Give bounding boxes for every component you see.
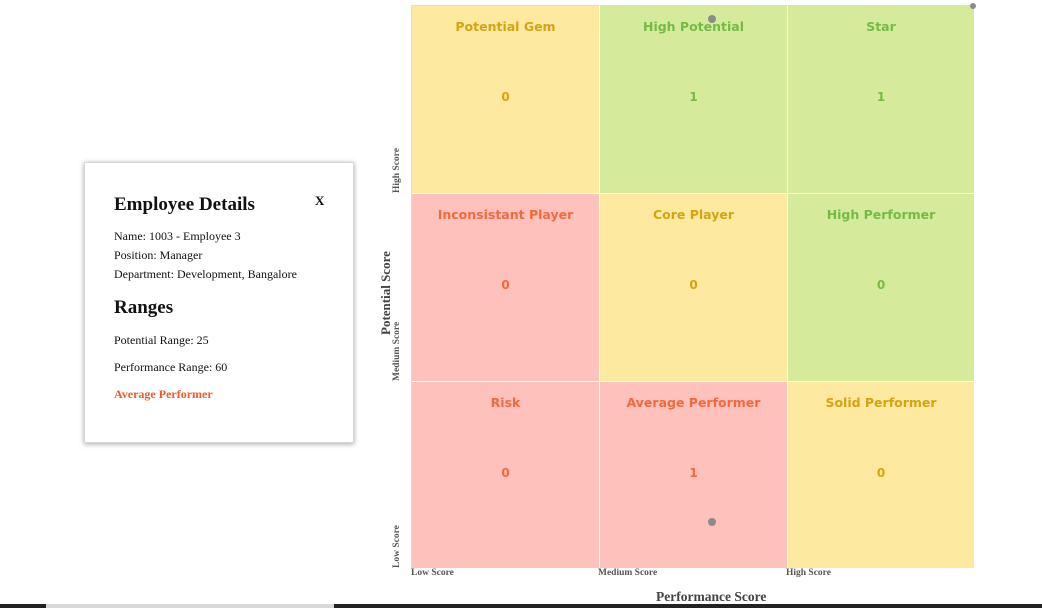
cell-count: 1 (689, 90, 698, 104)
cell-risk[interactable]: Risk 0 (412, 382, 600, 569)
cell-label: High Performer (826, 207, 936, 222)
employee-details-popup: X Employee Details Name: 1003 - Employee… (84, 162, 354, 443)
cell-average-performer[interactable]: Average Performer 1 (600, 382, 788, 569)
nine-box-grid: Potential Gem 0 High Potential 1 Star 1 … (411, 5, 975, 569)
cell-inconsistant-player[interactable]: Inconsistant Player 0 (412, 194, 600, 382)
cell-high-potential[interactable]: High Potential 1 (600, 6, 788, 194)
cell-count: 0 (501, 466, 510, 480)
cell-label: Solid Performer (825, 395, 937, 410)
cell-count: 1 (876, 90, 886, 104)
horizontal-scrollbar[interactable] (0, 604, 1042, 608)
cell-count: 0 (876, 466, 886, 480)
cell-star[interactable]: Star 1 (788, 6, 975, 194)
cell-high-performer[interactable]: High Performer 0 (788, 194, 975, 382)
cell-label: Potential Gem (455, 19, 556, 34)
cell-label: Inconsistant Player (437, 207, 574, 222)
cell-label: Average Performer (626, 395, 761, 410)
cell-label: High Potential (642, 19, 745, 34)
employee-name: Name: 1003 - Employee 3 (114, 229, 241, 243)
employee-marker[interactable] (708, 15, 716, 23)
potential-range: Potential Range: 25 (114, 333, 209, 347)
cell-core-player[interactable]: Core Player 0 (600, 194, 788, 382)
x-axis-title: Performance Score (656, 589, 767, 604)
popup-title: Employee Details (114, 194, 255, 215)
y-tick-low: Low Score (392, 525, 402, 568)
employee-department: Department: Development, Bangalore (114, 267, 297, 281)
cell-count: 0 (876, 278, 886, 292)
employee-marker[interactable] (970, 3, 976, 9)
x-tick-medium: Medium Score (598, 568, 658, 578)
y-tick-high: High Score (392, 148, 402, 193)
cell-count: 1 (689, 466, 698, 480)
cell-label: Core Player (652, 207, 735, 222)
cell-count: 0 (501, 278, 510, 292)
ranges-title: Ranges (114, 297, 174, 318)
scrollbar-thumb[interactable] (46, 604, 334, 608)
x-tick-low: Low Score (411, 568, 454, 578)
cell-potential-gem[interactable]: Potential Gem 0 (412, 6, 600, 194)
employee-position: Position: Manager (114, 248, 203, 262)
cell-count: 0 (501, 90, 510, 104)
close-button[interactable]: X (315, 193, 325, 208)
cell-label: Star (866, 19, 896, 34)
cell-solid-performer[interactable]: Solid Performer 0 (788, 382, 975, 569)
x-tick-high: High Score (786, 568, 831, 578)
cell-label: Risk (490, 395, 521, 410)
performance-range: Performance Range: 60 (114, 360, 228, 374)
cell-count: 0 (689, 278, 698, 292)
y-axis-title: Potential Score (378, 251, 393, 335)
employee-category: Average Performer (114, 387, 213, 401)
employee-marker[interactable] (708, 518, 716, 526)
